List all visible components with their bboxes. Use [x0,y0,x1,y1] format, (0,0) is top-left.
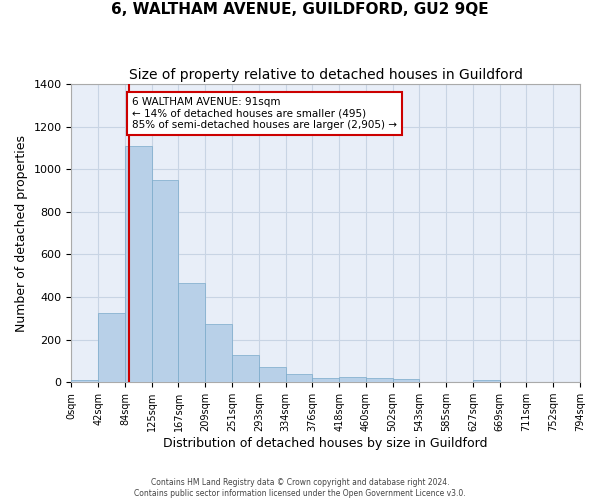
Title: Size of property relative to detached houses in Guildford: Size of property relative to detached ho… [129,68,523,82]
Bar [125,146,152,382]
Bar [259,368,286,382]
Bar [205,324,232,382]
Bar [152,180,178,382]
Text: 6 WALTHAM AVENUE: 91sqm
← 14% of detached houses are smaller (495)
85% of semi-d: 6 WALTHAM AVENUE: 91sqm ← 14% of detache… [132,97,397,130]
Text: Contains HM Land Registry data © Crown copyright and database right 2024.
Contai: Contains HM Land Registry data © Crown c… [134,478,466,498]
Bar [232,354,259,382]
Bar [98,313,125,382]
Bar [366,378,392,382]
Bar [286,374,313,382]
Bar [71,380,98,382]
X-axis label: Distribution of detached houses by size in Guildford: Distribution of detached houses by size … [163,437,488,450]
Bar [313,378,339,382]
Text: 6, WALTHAM AVENUE, GUILDFORD, GU2 9QE: 6, WALTHAM AVENUE, GUILDFORD, GU2 9QE [111,2,489,18]
Bar [392,379,419,382]
Bar [178,283,205,382]
Y-axis label: Number of detached properties: Number of detached properties [15,134,28,332]
Bar [473,380,500,382]
Bar [339,377,366,382]
